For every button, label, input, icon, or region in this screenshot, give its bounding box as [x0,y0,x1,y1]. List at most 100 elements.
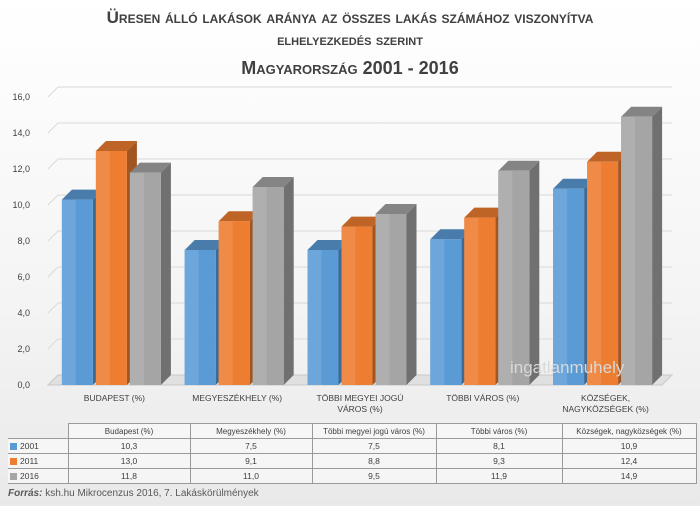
gridline-side [47,122,59,134]
y-tick-label: 2,0 [17,344,30,354]
y-tick-label: 0,0 [17,380,30,390]
table-cell: 10,9 [561,438,697,454]
table-cell: 8,1 [435,438,563,454]
legend-key [10,458,17,465]
table-cell: 9,5 [311,468,437,484]
table-row: 2016 11,8 11,0 9,5 11,9 14,9 [8,468,697,484]
bar-chart: 0,0 2,0 4,0 6,0 8,0 10,0 12,0 14,0 16,0 BUDAPEST … [12,86,674,414]
table-header-cell: Községek, nagyközségek (%) [561,423,697,439]
table-header-cell: Többi megyei jogú város (%) [311,423,437,439]
table-cell: 7,5 [311,438,437,454]
bar-highlight [587,161,602,385]
bar-highlight [218,221,233,385]
bar-top [498,160,540,171]
table-row: 2001 10,3 7,5 7,5 8,1 10,9 [8,438,697,454]
bar-top [218,211,260,222]
bar-side [652,106,663,386]
bar-highlight [498,170,513,385]
bar-top [621,106,663,117]
series-legend-cell: 2001 [8,438,69,454]
legend-key [10,473,17,480]
y-tick-label: 8,0 [17,236,30,246]
table-cell: 11,0 [189,468,313,484]
bar-side [529,160,540,385]
table-cell: 9,3 [435,453,563,469]
gridline-side [47,302,59,314]
table-cell: 10,3 [67,438,191,454]
source-text: ksh.hu Mikrocenzus 2016, 7. Lakáskörülmé… [42,488,259,499]
watermark: ingatlanmuhely [510,358,625,377]
bar-highlight [61,199,76,385]
y-tick-label: 16,0 [12,92,30,102]
series-legend-cell: 2016 [8,468,69,484]
y-tick-label: 6,0 [17,272,30,282]
series-name: 2011 [20,456,39,466]
bar-highlight [621,116,636,386]
y-tick-label: 14,0 [12,128,30,138]
category-label: KÖZSÉGEK, [581,393,630,403]
table-header-cell: Megyeszékhely (%) [189,423,313,439]
gridline-side [47,86,59,98]
gridline-side [47,230,59,242]
bar-top [587,151,629,162]
gridline-side [47,158,59,170]
bar-top [95,141,137,151]
bar-top [375,204,417,214]
y-tick-label: 10,0 [12,200,30,210]
chart-title-line2: elhelyezkedés szerint [277,32,423,49]
table-header-row: Budapest (%) Megyeszékhely (%) Többi megye… [8,423,697,439]
bar-highlight [341,226,356,385]
bar-side [160,162,171,385]
category-label: NAGYKÖZSÉGEK (%) [562,404,649,414]
gridline-side [47,266,59,278]
data-table: Budapest (%) Megyeszékhely (%) Többi megye… [8,423,697,484]
bar-top [464,207,506,218]
chart-title-line3: Magyarország 2001 - 2016 [241,58,459,78]
table-corner [8,424,68,439]
bar-highlight [184,250,199,385]
bar-side [283,177,294,385]
bar-highlight [129,172,144,385]
table-cell: 9,1 [189,453,313,469]
bar-side [406,204,417,385]
source-note: Forrás: ksh.hu Mikrocenzus 2016, 7. Laká… [8,488,259,499]
table-cell: 11,8 [67,468,191,484]
bar-highlight [430,239,445,385]
bar-top [252,177,294,187]
series-legend-cell: 2011 [8,453,69,469]
gridline-side [47,338,59,350]
bar-top [430,229,472,240]
bar-top [61,189,103,200]
bar-top [341,216,383,227]
table-row: 2011 13,0 9,1 8,8 9,3 12,4 [8,453,697,469]
bar-highlight [307,250,322,385]
bar-highlight [252,187,267,385]
category-label: TÖBBI MEGYEI JOGÚ [317,393,404,403]
category-label: VÁROS (%) [337,404,383,414]
y-tick-label: 4,0 [17,308,30,318]
table-cell: 11,9 [435,468,563,484]
table-cell: 14,9 [561,468,697,484]
source-label: Forrás: [8,488,43,499]
bar-highlight [553,188,568,385]
bar-highlight [95,151,110,385]
bar-top [553,178,595,189]
bar-highlight [375,214,390,385]
bar-highlight [464,217,479,385]
bar-top [184,240,226,250]
gridline-side [47,194,59,206]
series-name: 2016 [20,471,39,481]
series-name: 2001 [20,441,39,451]
table-cell: 7,5 [189,438,313,454]
table-cell: 13,0 [67,453,191,469]
chart-title-line1: Üresen álló lakások aránya az összes lak… [106,8,594,27]
table-header-cell: Budapest (%) [67,423,191,439]
bar-top [307,240,349,250]
category-label: BUDAPEST (%) [84,393,145,403]
table-header-cell: Többi város (%) [435,423,563,439]
category-label: TÖBBI VÁROS (%) [446,393,519,403]
table-cell: 12,4 [561,453,697,469]
legend-key [10,443,17,450]
table-cell: 8,8 [311,453,437,469]
